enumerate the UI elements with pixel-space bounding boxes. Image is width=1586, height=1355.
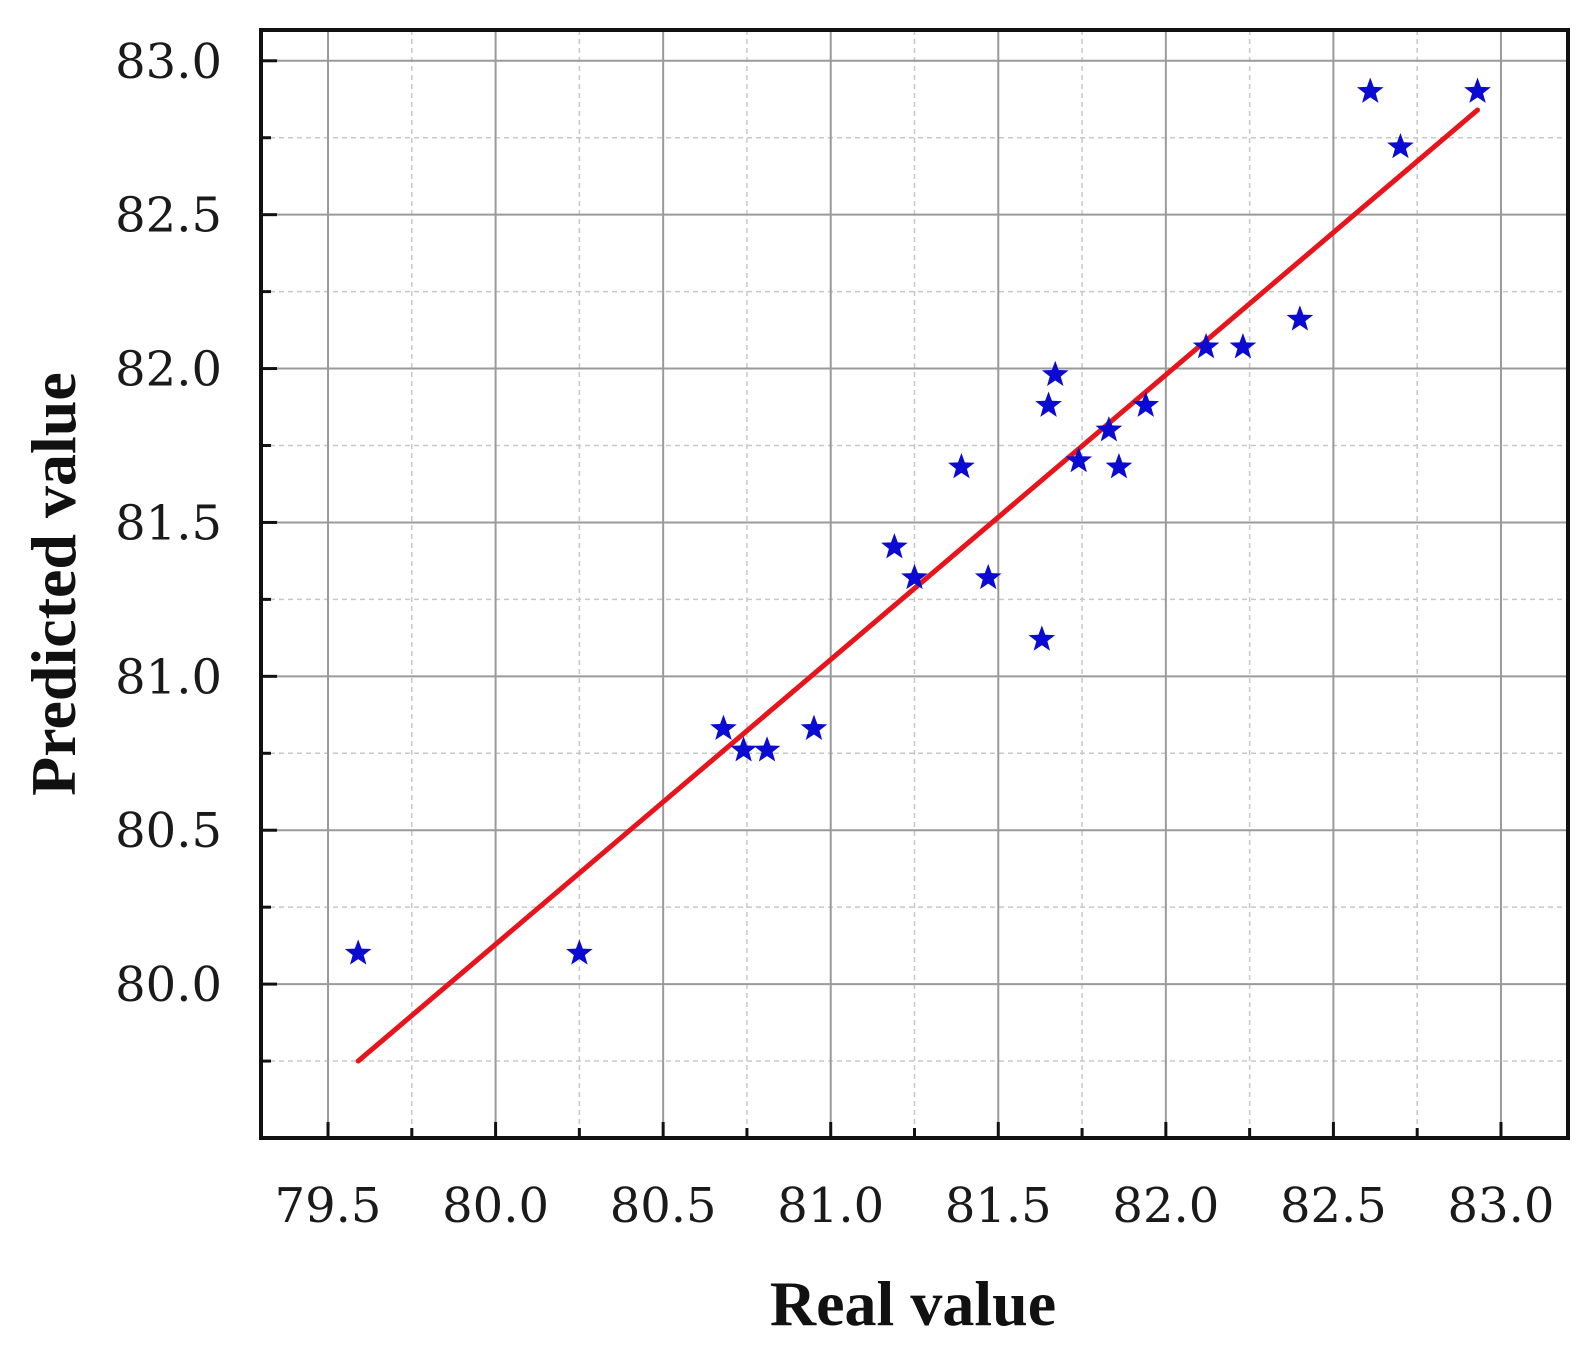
y-tick-label: 80.0 — [115, 957, 222, 1013]
y-axis-title: Predicted value — [18, 372, 89, 796]
x-axis-title: Real value — [770, 1268, 1056, 1339]
data-point — [1041, 360, 1069, 387]
x-tick-label: 80.0 — [442, 1178, 549, 1234]
data-point — [881, 533, 908, 559]
data-point — [948, 453, 975, 479]
data-point — [1035, 391, 1062, 417]
x-tick-label: 81.5 — [945, 1178, 1052, 1234]
x-tick-label: 81.0 — [777, 1178, 884, 1234]
data-point — [710, 714, 737, 740]
y-tick-label: 80.5 — [115, 803, 222, 859]
data-point — [1229, 333, 1257, 359]
y-tick-label: 82.0 — [115, 342, 222, 398]
data-point — [1028, 625, 1056, 651]
data-point — [974, 563, 1002, 590]
data-point — [753, 736, 781, 762]
data-point — [1286, 305, 1314, 331]
y-tick-label: 82.5 — [115, 188, 222, 244]
x-tick-label: 80.5 — [610, 1178, 717, 1234]
y-tick-label: 81.0 — [115, 649, 222, 705]
x-tick-label: 82.5 — [1280, 1178, 1387, 1234]
y-tick-label: 81.5 — [115, 495, 222, 551]
x-tick-label: 79.5 — [275, 1178, 382, 1234]
x-tick-label: 83.0 — [1448, 1178, 1555, 1234]
data-point — [344, 939, 372, 965]
data-point — [1132, 391, 1160, 417]
data-point — [1192, 333, 1220, 359]
data-point — [1356, 77, 1384, 103]
data-point — [1464, 77, 1491, 103]
y-tick-labels: 80.0 80.5 81.0 81.5 82.0 82.5 83.0 — [115, 34, 222, 1013]
y-tick-label: 83.0 — [115, 34, 222, 90]
major-grid — [261, 30, 1568, 1138]
data-point — [1387, 132, 1414, 159]
data-point — [1065, 446, 1093, 473]
data-point — [566, 939, 593, 965]
data-point — [1105, 453, 1133, 479]
data-points — [344, 77, 1491, 965]
x-tick-label: 82.0 — [1112, 1178, 1219, 1234]
data-point — [901, 563, 928, 590]
data-point — [1095, 416, 1123, 442]
plot-frame — [259, 28, 1570, 1140]
data-point — [730, 736, 757, 762]
x-tick-labels: 79.5 80.0 80.5 81.0 81.5 82.0 82.5 83.0 — [275, 1178, 1555, 1234]
data-point — [800, 714, 828, 740]
